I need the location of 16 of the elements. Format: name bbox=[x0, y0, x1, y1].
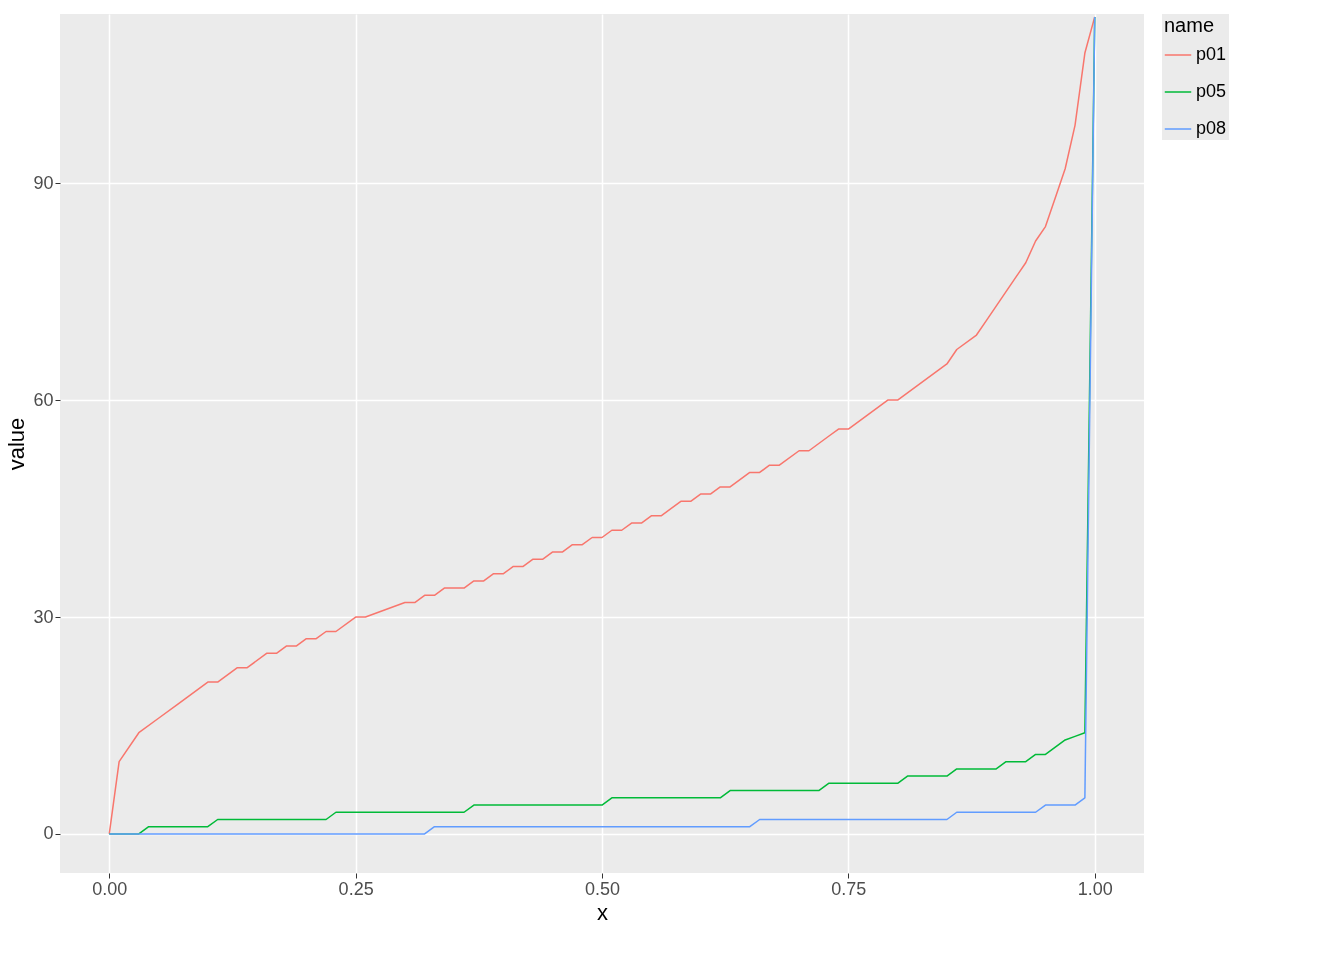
legend-label: p08 bbox=[1196, 118, 1227, 138]
x-tick-label: 0.00 bbox=[92, 878, 128, 899]
y-tick-label: 30 bbox=[33, 606, 54, 627]
line-series bbox=[108, 16, 1096, 835]
x-tick-label: 0.25 bbox=[338, 878, 374, 899]
x-tick-label: 0.50 bbox=[584, 878, 621, 899]
y-tick-label: 0 bbox=[43, 823, 54, 844]
legend-title: name bbox=[1164, 14, 1215, 36]
x-tick-label: 0.75 bbox=[831, 878, 867, 899]
y-tick-label: 90 bbox=[33, 172, 54, 193]
y-tick-label: 60 bbox=[33, 389, 54, 410]
legend-label: p05 bbox=[1196, 81, 1227, 101]
x-tick-label: 1.00 bbox=[1077, 878, 1113, 899]
y-axis-title: value bbox=[4, 417, 30, 471]
x-axis-title: x bbox=[597, 899, 608, 925]
legend-label: p01 bbox=[1196, 44, 1227, 64]
